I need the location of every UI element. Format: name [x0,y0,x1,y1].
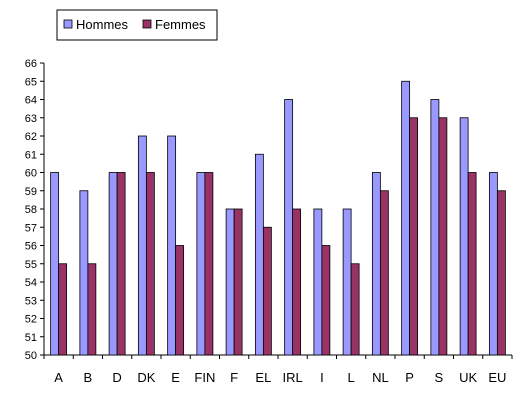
x-tick-label: UK [459,370,477,385]
y-tick-label: 56 [25,241,37,253]
bar-femmes-eu [496,190,506,356]
legend-label-hommes: Hommes [76,17,129,32]
y-tick-label: 62 [25,131,37,143]
x-tick-label: NL [372,370,389,385]
y-tick-label: 52 [25,314,37,326]
legend-box [56,9,218,41]
bar-femmes-d [116,172,126,356]
y-tick-label: 51 [25,332,37,344]
bar-hommes-d [108,172,118,356]
bar-hommes-f [225,208,235,356]
bar-femmes-a [58,263,68,356]
bar-hommes-s [430,99,440,356]
y-tick-label: 50 [25,350,37,362]
bar-hommes-i [313,208,323,356]
bar-hommes-e [167,135,177,356]
bar-femmes-el [262,226,272,356]
bar-hommes-p [401,80,411,356]
y-tick-label: 61 [25,149,37,161]
y-tick-label: 55 [25,259,37,271]
y-tick-label: 59 [25,186,37,198]
x-tick-label: S [435,370,444,385]
x-tick-label: L [348,370,355,385]
bar-hommes-eu [488,172,498,356]
bar-femmes-uk [467,172,477,356]
bar-hommes-nl [371,172,381,356]
bar-femmes-fin [204,172,214,356]
bar-femmes-f [233,208,243,356]
bar-femmes-e [175,245,185,356]
y-tick-label: 66 [25,58,37,70]
x-tick-label: EL [255,370,271,385]
bar-hommes-uk [459,117,469,356]
y-tick-label: 65 [25,76,37,88]
x-tick-label: IRL [283,370,303,385]
y-tick-label: 54 [25,277,37,289]
bar-hommes-a [50,172,60,356]
legend: Hommes Femmes [56,9,218,41]
bar-hommes-irl [284,99,294,356]
legend-swatch-hommes [63,19,73,29]
x-tick-label: E [171,370,180,385]
y-tick-label: 58 [25,204,37,216]
legend-swatch-femmes [142,19,152,29]
x-tick-label: D [112,370,121,385]
bar-femmes-i [321,245,331,356]
y-tick-label: 60 [25,168,37,180]
bar-hommes-b [79,190,89,356]
x-tick-label: B [84,370,93,385]
bar-femmes-p [409,117,419,356]
bar-femmes-nl [379,190,389,356]
bar-hommes-el [254,153,264,356]
x-tick-label: F [230,370,238,385]
bar-femmes-irl [292,208,302,356]
x-tick-label: EU [488,370,506,385]
y-tick-label: 53 [25,295,37,307]
legend-label-femmes: Femmes [155,17,206,32]
bar-hommes-fin [196,172,206,356]
bar-femmes-b [87,263,97,356]
tick-labels: 50 51 52 53 54 55 56 57 58 59 60 61 62 63 64 65 66 A B D DK E… [25,58,507,385]
bar-femmes-l [350,263,360,356]
bar-femmes-dk [145,172,155,356]
x-tick-label: FIN [194,370,215,385]
bars [50,80,506,356]
bar-hommes-dk [137,135,147,356]
x-tick-label: P [405,370,414,385]
bar-femmes-s [438,117,448,356]
y-tick-label: 64 [25,95,37,107]
x-tick-label: I [320,370,324,385]
x-tick-label: A [54,370,63,385]
y-tick-label: 57 [25,222,37,234]
bar-hommes-l [342,208,352,356]
x-tick-label: DK [137,370,155,385]
y-tick-label: 63 [25,113,37,125]
